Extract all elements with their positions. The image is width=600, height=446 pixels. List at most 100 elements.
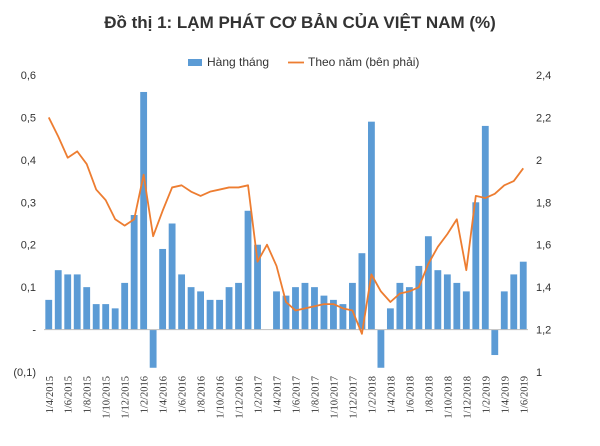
yearly-line	[47, 117, 524, 335]
bar	[111, 308, 119, 330]
bar	[206, 299, 214, 330]
x-tick-label: 1/4/2018	[386, 376, 397, 413]
x-tick-label: 1/2/2019	[481, 376, 492, 413]
bar	[311, 287, 318, 330]
x-tick-label: 1/12/2016	[235, 376, 246, 419]
line-series	[47, 117, 524, 335]
left-tick-label: 0,3	[21, 197, 36, 209]
bar	[377, 329, 385, 368]
right-tick-label: 1,6	[536, 240, 551, 252]
legend-bar-label: Hàng tháng	[207, 55, 269, 69]
bar	[254, 244, 261, 330]
bar	[216, 299, 223, 330]
x-tick-label: 1/8/2017	[310, 376, 321, 413]
left-tick-label: 0,6	[21, 70, 36, 82]
bar	[168, 223, 176, 330]
x-tick-label: 1/10/2016	[216, 376, 227, 419]
bar	[453, 282, 461, 330]
left-tick-label: 0,2	[21, 240, 36, 252]
bar	[45, 299, 53, 330]
bar	[330, 299, 337, 330]
bar	[500, 291, 508, 330]
x-tick-label: 1/10/2018	[443, 376, 454, 419]
bar	[415, 265, 423, 330]
bar	[491, 329, 499, 356]
bar	[301, 282, 309, 330]
bar	[368, 121, 375, 330]
right-axis: 1 1,2 1,4 1,6 1,8 2 2,2 2,4	[536, 70, 551, 379]
x-tick-label: 1/6/2017	[291, 376, 302, 413]
x-tick-label: 1/2/2018	[367, 376, 378, 413]
x-tick-label: 1/8/2015	[83, 376, 94, 413]
x-tick-label: 1/10/2015	[102, 376, 113, 419]
legend-bar-swatch	[188, 59, 202, 66]
right-tick-label: 2,2	[536, 112, 551, 124]
bar	[159, 248, 167, 330]
x-tick-label: 1/6/2016	[178, 376, 189, 413]
bar	[472, 202, 480, 330]
bar	[519, 261, 527, 330]
right-tick-label: 1,2	[536, 325, 551, 337]
bar	[102, 304, 110, 330]
right-tick-label: 1	[536, 367, 542, 379]
bar	[292, 287, 299, 330]
bar	[140, 91, 148, 330]
bar	[121, 282, 129, 330]
bar	[320, 295, 328, 330]
bar	[396, 282, 404, 330]
bar	[443, 274, 451, 330]
right-tick-label: 1,4	[536, 282, 551, 294]
bar	[424, 236, 432, 330]
bar-series	[45, 91, 527, 368]
x-tick-label: 1/6/2018	[405, 376, 416, 413]
bar	[92, 304, 100, 330]
bar	[244, 210, 252, 330]
bar	[510, 274, 518, 330]
legend: Hàng tháng Theo năm (bên phải)	[188, 55, 419, 69]
x-tick-label: 1/4/2017	[273, 376, 284, 413]
bar	[405, 287, 413, 330]
bar	[434, 270, 442, 330]
bar	[349, 282, 356, 330]
bar	[386, 308, 394, 330]
left-tick-label: -	[32, 325, 36, 337]
bar	[225, 287, 233, 330]
bar	[54, 270, 62, 330]
x-tick-label: 1/10/2017	[329, 376, 340, 419]
left-axis: (0,1) - 0,1 0,2 0,3 0,4 0,5 0,6	[13, 70, 36, 379]
x-tick-label: 1/4/2019	[500, 376, 511, 413]
x-tick-label: 1/6/2015	[64, 376, 75, 413]
bar	[149, 329, 157, 368]
bar	[462, 291, 470, 330]
bar	[282, 295, 290, 330]
bar	[481, 125, 489, 330]
x-tick-label: 1/12/2017	[348, 376, 359, 419]
right-tick-label: 2	[536, 155, 542, 167]
bar	[339, 304, 347, 330]
left-tick-label: 0,5	[21, 112, 36, 124]
bar	[235, 282, 242, 330]
bar	[187, 287, 195, 330]
x-tick-label: 1/12/2015	[121, 376, 132, 419]
left-tick-label: (0,1)	[13, 367, 36, 379]
bar	[64, 274, 72, 330]
left-tick-label: 0,4	[21, 155, 36, 167]
legend-line-label: Theo năm (bên phải)	[308, 55, 419, 69]
bar	[197, 291, 204, 330]
x-tick-label: 1/12/2018	[462, 376, 473, 419]
x-tick-label: 1/2/2016	[140, 376, 151, 413]
x-tick-label: 1/8/2016	[197, 376, 208, 413]
chart-title: Đồ thị 1: LẠM PHÁT CƠ BẢN CỦA VIỆT NAM (…	[104, 13, 496, 32]
bar	[83, 287, 91, 330]
bar	[178, 274, 186, 330]
x-tick-label: 1/4/2016	[159, 376, 170, 413]
x-tick-label: 1/6/2019	[519, 376, 530, 413]
x-tick-label: 1/8/2018	[424, 376, 435, 413]
left-tick-label: 0,1	[21, 282, 36, 294]
right-tick-label: 2,4	[536, 70, 551, 82]
right-tick-label: 1,8	[536, 197, 551, 209]
x-tick-label: 1/4/2015	[45, 376, 56, 413]
bar	[73, 274, 81, 330]
